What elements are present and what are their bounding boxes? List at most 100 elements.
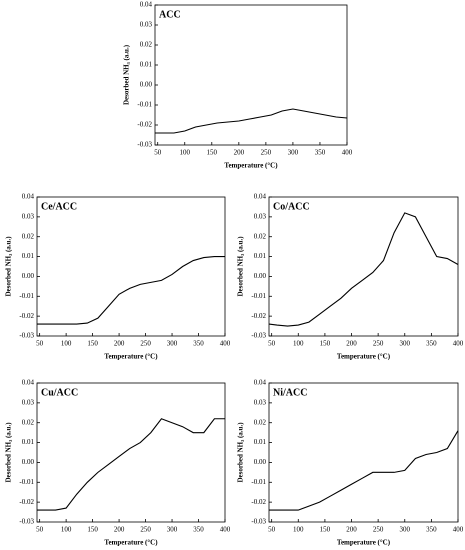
y-tick-label: 0.01 (254, 252, 267, 260)
y-tick-label: -0.01 (137, 101, 152, 109)
y-tick-label: 0.04 (140, 1, 153, 9)
y-tick-label: -0.03 (251, 332, 266, 340)
x-tick-label: 300 (400, 340, 411, 348)
y-tick-label: -0.01 (19, 478, 34, 486)
plot-frame (36, 382, 226, 523)
x-tick-label: 100 (61, 340, 72, 348)
x-tick-label: 200 (346, 340, 357, 348)
y-tick-label: -0.02 (251, 312, 266, 320)
y-tick-label: 0.02 (254, 418, 267, 426)
x-tick-label: 400 (220, 526, 231, 534)
x-tick-label: 150 (320, 526, 331, 534)
x-tick-label: 150 (207, 149, 218, 157)
panel-title: Ni/ACC (273, 387, 307, 398)
data-line (155, 108, 348, 134)
y-tick-label: 0.02 (254, 232, 267, 240)
y-tick-label: 0.01 (22, 438, 35, 446)
y-axis-label: Desorbed NH₃ (a.u.) (5, 422, 13, 483)
x-tick-label: 50 (36, 526, 44, 534)
x-axis-label: Temperature (°C) (337, 353, 391, 361)
plot-frame (154, 4, 348, 146)
plot-frame (268, 196, 459, 337)
x-tick-label: 400 (453, 526, 464, 534)
x-axis-label: Temperature (°C) (104, 353, 158, 361)
x-tick-label: 50 (268, 526, 276, 534)
data-line (37, 418, 225, 511)
x-tick-label: 100 (293, 526, 304, 534)
x-axis-label: Temperature (°C) (337, 539, 391, 547)
y-tick-label: 0.01 (22, 252, 35, 260)
data-line (268, 212, 459, 327)
x-tick-label: 50 (268, 340, 276, 348)
x-tick-label: 100 (179, 149, 190, 157)
y-tick-label: 0.01 (140, 61, 153, 69)
x-tick-label: 400 (453, 340, 464, 348)
panel-title: Cu/ACC (41, 387, 78, 398)
y-tick-label: 0.03 (22, 398, 35, 406)
y-tick-label: -0.01 (251, 478, 266, 486)
y-tick-label: -0.02 (19, 498, 34, 506)
y-tick-label: 0.00 (254, 458, 267, 466)
panel-title: Co/ACC (273, 201, 310, 212)
x-tick-label: 300 (400, 526, 411, 534)
plot-frame (36, 196, 226, 337)
y-axis-label: Desorbed NH₃ (a.u.) (123, 44, 131, 105)
y-tick-label: 0.03 (254, 398, 267, 406)
y-tick-label: -0.02 (137, 121, 152, 129)
y-tick-label: -0.03 (19, 332, 34, 340)
x-axis-label: Temperature (°C) (104, 539, 158, 547)
x-tick-label: 300 (288, 149, 299, 157)
x-tick-label: 350 (315, 149, 326, 157)
x-tick-label: 50 (36, 340, 44, 348)
x-tick-label: 350 (426, 526, 437, 534)
x-tick-label: 200 (114, 526, 125, 534)
x-tick-label: 350 (426, 340, 437, 348)
y-tick-label: 0.02 (22, 232, 35, 240)
data-line (37, 256, 225, 325)
x-tick-label: 400 (342, 149, 353, 157)
y-tick-label: -0.03 (19, 518, 34, 526)
x-tick-label: 400 (220, 340, 231, 348)
x-tick-label: 200 (346, 526, 357, 534)
plot-frame (268, 382, 459, 523)
x-tick-label: 100 (293, 340, 304, 348)
x-tick-label: 250 (373, 340, 384, 348)
x-tick-label: 350 (193, 340, 204, 348)
y-tick-label: -0.01 (19, 292, 34, 300)
x-tick-label: 50 (154, 149, 162, 157)
y-tick-label: -0.02 (251, 498, 266, 506)
y-tick-label: -0.01 (251, 292, 266, 300)
y-tick-label: -0.02 (19, 312, 34, 320)
x-tick-label: 150 (87, 340, 98, 348)
y-tick-label: 0.02 (22, 418, 35, 426)
y-tick-label: 0.03 (254, 212, 267, 220)
y-tick-label: 0.00 (254, 272, 267, 280)
x-tick-label: 250 (140, 340, 151, 348)
y-tick-label: 0.00 (22, 458, 35, 466)
y-tick-label: 0.00 (140, 81, 153, 89)
x-tick-label: 300 (167, 340, 178, 348)
x-tick-label: 250 (261, 149, 272, 157)
x-tick-label: 250 (140, 526, 151, 534)
y-axis-label: Desorbed NH₃ (a.u.) (5, 236, 13, 297)
y-axis-label: Desorbed NH₃ (a.u.) (237, 236, 245, 297)
panel-title: ACC (159, 9, 181, 20)
x-tick-label: 200 (234, 149, 245, 157)
y-axis-label: Desorbed NH₃ (a.u.) (237, 422, 245, 483)
data-line (269, 430, 459, 511)
x-tick-label: 250 (373, 526, 384, 534)
x-tick-label: 350 (193, 526, 204, 534)
x-tick-label: 150 (87, 526, 98, 534)
x-tick-label: 100 (61, 526, 72, 534)
x-tick-label: 300 (167, 526, 178, 534)
y-tick-label: 0.03 (140, 21, 153, 29)
y-tick-label: 0.02 (140, 41, 153, 49)
x-axis-label: Temperature (°C) (224, 162, 278, 170)
y-tick-label: 0.04 (254, 379, 267, 387)
y-tick-label: 0.01 (254, 438, 267, 446)
y-tick-label: 0.04 (22, 379, 35, 387)
y-tick-label: -0.03 (137, 141, 152, 149)
y-tick-label: 0.03 (22, 212, 35, 220)
y-tick-label: 0.04 (22, 193, 35, 201)
